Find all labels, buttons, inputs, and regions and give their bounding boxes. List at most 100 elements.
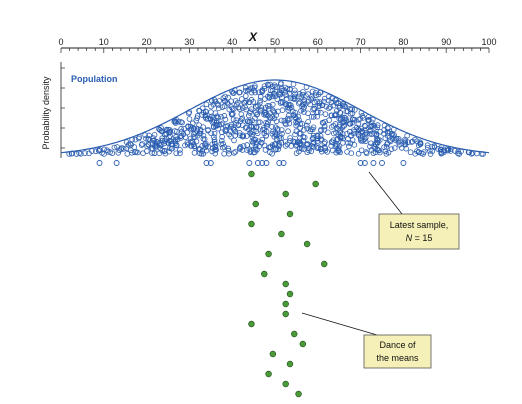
population-dot	[228, 133, 234, 140]
population-dot	[196, 122, 202, 128]
population-dot	[385, 149, 392, 156]
population-dot	[259, 88, 266, 94]
population-dot	[219, 144, 226, 151]
population-dot	[212, 140, 218, 147]
population-dot	[250, 99, 257, 105]
population-dot	[193, 117, 199, 124]
population-dot	[357, 115, 364, 122]
population-dot	[301, 99, 307, 105]
population-dot	[315, 91, 322, 98]
population-dot	[337, 128, 344, 134]
population-dot	[323, 103, 330, 110]
callout-latest-sample-box	[378, 213, 460, 250]
sample-mean-dot	[291, 330, 298, 338]
population-dot	[165, 126, 172, 133]
callout-dance-line1: Dance of	[379, 340, 416, 350]
population-dot	[301, 109, 307, 115]
latest-sample-dot	[400, 160, 407, 166]
population-dot	[236, 129, 243, 136]
population-dot	[252, 83, 258, 89]
population-dot	[264, 121, 271, 127]
population-dot	[158, 128, 165, 134]
latest-sample-dot	[203, 160, 210, 166]
population-dot	[191, 131, 197, 137]
population-dot	[161, 140, 168, 147]
population-dot	[211, 134, 217, 140]
population-dot	[193, 138, 200, 145]
population-dot	[185, 123, 191, 130]
population-dot	[244, 142, 250, 148]
population-dot	[297, 145, 303, 152]
population-dot	[384, 140, 391, 146]
population-dot	[224, 99, 231, 106]
population-dot	[221, 113, 228, 119]
population-dot	[161, 131, 168, 138]
population-dot	[225, 147, 232, 154]
population-dot	[177, 147, 183, 153]
population-dot	[304, 141, 311, 148]
population-dot	[347, 140, 354, 147]
population-label: Population	[71, 74, 118, 84]
population-dot	[178, 126, 184, 132]
population-dot	[111, 144, 118, 151]
x-tick-label: 10	[99, 37, 109, 47]
population-dot	[222, 93, 228, 100]
population-dot	[308, 114, 315, 120]
population-dot	[238, 116, 245, 123]
population-dot	[320, 120, 327, 126]
population-dot	[208, 103, 214, 110]
population-dot	[191, 143, 198, 149]
population-dot	[187, 123, 194, 130]
latest-sample-dot	[246, 160, 253, 166]
population-dot	[252, 103, 259, 110]
population-dot	[173, 150, 180, 157]
population-dot	[343, 117, 350, 124]
x-tick-label: 60	[313, 37, 323, 47]
population-dot	[359, 128, 366, 135]
population-dot	[287, 135, 293, 141]
population-dot	[333, 142, 340, 149]
population-dot	[263, 133, 269, 139]
population-dot	[287, 86, 293, 93]
population-dot	[127, 147, 134, 154]
population-dot	[314, 132, 320, 139]
population-dot	[158, 141, 165, 148]
population-dot	[267, 81, 273, 88]
population-dot	[282, 143, 289, 149]
population-dot	[362, 134, 369, 141]
population-dot	[232, 128, 239, 135]
population-dot	[263, 111, 270, 117]
population-dot	[296, 130, 303, 137]
population-dot	[257, 119, 263, 125]
population-dot	[190, 134, 197, 140]
population-dot	[194, 115, 200, 121]
population-dot	[179, 119, 185, 126]
x-tick-label: 80	[398, 37, 408, 47]
x-tick-label: 40	[227, 37, 237, 47]
population-dot	[279, 94, 285, 101]
population-dot	[333, 149, 339, 156]
population-dot	[328, 143, 335, 149]
population-dot	[132, 136, 139, 143]
population-dot	[115, 149, 122, 156]
population-dot	[363, 150, 370, 157]
population-dot	[375, 147, 381, 154]
population-dot	[291, 95, 298, 102]
x-tick-label: 70	[356, 37, 366, 47]
sample-mean-dot	[303, 240, 311, 248]
population-dot	[104, 147, 110, 154]
population-dot	[230, 106, 237, 112]
population-dot	[316, 100, 323, 107]
population-dot	[187, 135, 194, 142]
population-dot	[334, 137, 340, 143]
population-dot	[257, 97, 264, 104]
latest-sample-dot	[357, 160, 364, 166]
x-axis: 0 10 20 30 40 50 60 70 80 90 100	[58, 37, 497, 53]
population-dot	[282, 138, 289, 145]
population-dot	[261, 83, 268, 89]
population-dots	[66, 80, 486, 157]
population-dot	[306, 147, 312, 154]
population-dot	[348, 150, 355, 156]
population-dot	[269, 123, 275, 130]
population-dot	[274, 126, 281, 132]
